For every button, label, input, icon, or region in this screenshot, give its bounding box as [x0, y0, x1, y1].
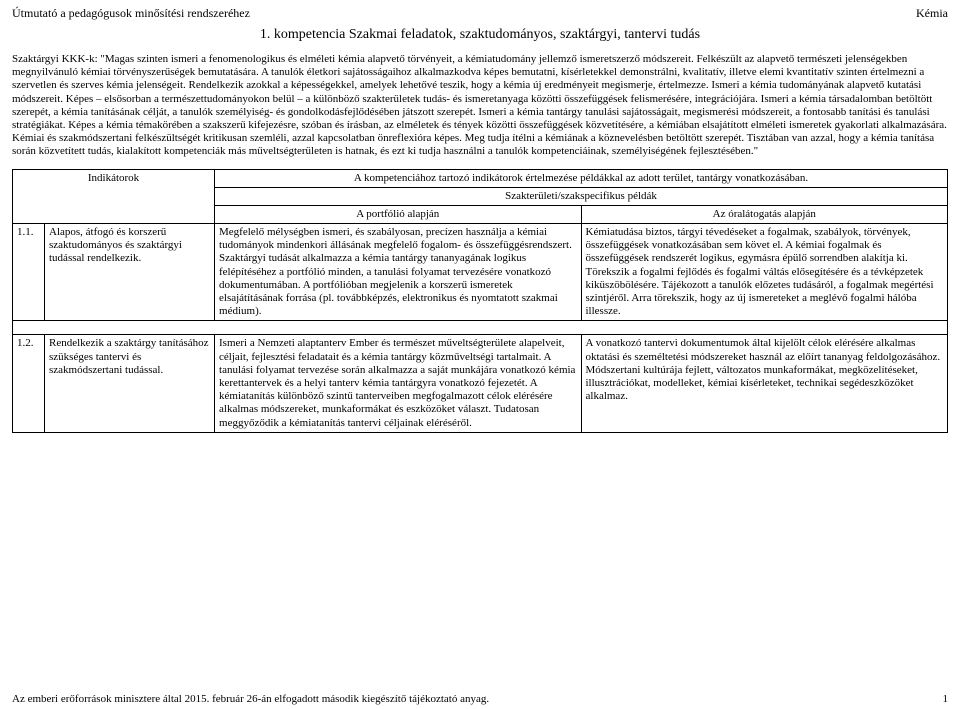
examples-header: Szakterületi/szakspecifikus példák: [215, 187, 948, 205]
footer-left-text: Az emberi erőforrások minisztere által 2…: [12, 693, 489, 705]
row-indicator: Rendelkezik a szaktárgy tanításához szük…: [45, 335, 215, 432]
col-portfolio-header: A portfólió alapján: [215, 205, 581, 223]
header-intro-text: A kompetenciához tartozó indikátorok ért…: [354, 172, 808, 184]
spacer-cell: [13, 321, 948, 335]
row-num: 1.1.: [13, 224, 45, 321]
row-visit: A vonatkozó tantervi dokumentumok által …: [581, 335, 948, 432]
header-left-title: Útmutató a pedagógusok minősítési rendsz…: [12, 6, 250, 21]
table-row: 1.1. Alapos, átfogó és korszerű szaktudo…: [13, 224, 948, 321]
indikatorok-header: Indikátorok: [13, 169, 215, 224]
intro-paragraph: Szaktárgyi KKK-k: "Magas szinten ismeri …: [12, 53, 948, 159]
indicator-table: Indikátorok A kompetenciához tartozó ind…: [12, 169, 948, 433]
col-visit-header: Az óralátogatás alapján: [581, 205, 948, 223]
table-header-row-1: Indikátorok A kompetenciához tartozó ind…: [13, 169, 948, 187]
row-visit: Kémiatudása biztos, tárgyi tévedéseket a…: [581, 224, 948, 321]
footer-page-number: 1: [943, 693, 949, 705]
header-right-subject: Kémia: [916, 6, 948, 21]
competency-title: 1. kompetencia Szakmai feladatok, szaktu…: [12, 27, 948, 43]
row-portfolio: Ismeri a Nemzeti alaptanterv Ember és te…: [215, 335, 581, 432]
page-root: Útmutató a pedagógusok minősítési rendsz…: [0, 0, 960, 709]
table-spacer-row: [13, 321, 948, 335]
page-header: Útmutató a pedagógusok minősítési rendsz…: [12, 6, 948, 21]
row-portfolio: Megfelelő mélységben ismeri, és szabályo…: [215, 224, 581, 321]
row-indicator: Alapos, átfogó és korszerű szaktudományo…: [45, 224, 215, 321]
row-num: 1.2.: [13, 335, 45, 432]
header-intro-cell: A kompetenciához tartozó indikátorok ért…: [215, 169, 948, 187]
table-row: 1.2. Rendelkezik a szaktárgy tanításához…: [13, 335, 948, 432]
page-footer: Az emberi erőforrások minisztere által 2…: [12, 693, 948, 705]
